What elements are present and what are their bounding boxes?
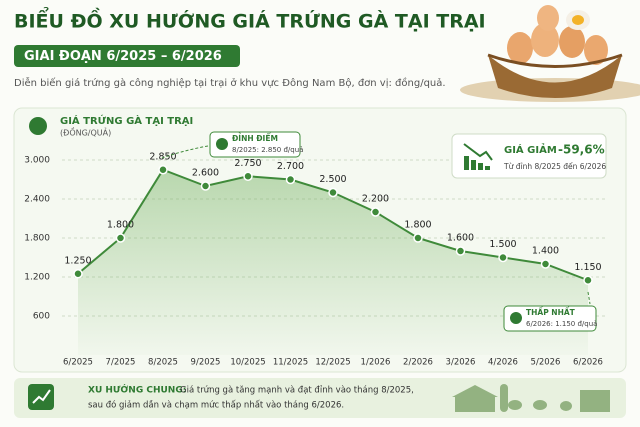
- value-label: 1.250: [64, 255, 91, 266]
- value-label: 1.600: [447, 233, 474, 244]
- peak-note-text: 8/2025: 2.850 đ/quả: [232, 146, 303, 154]
- peak-note-title: ĐỈNH ĐIỂM: [232, 133, 278, 143]
- value-label: 1.500: [489, 239, 516, 250]
- value-label: 2.500: [319, 174, 346, 185]
- x-tick-label: 4/2026: [488, 358, 518, 368]
- low-note-text: 6/2026: 1.150 đ/quả: [526, 320, 597, 328]
- trend-title: XU HƯỚNG CHUNG:: [88, 384, 186, 396]
- value-label: 1.800: [404, 220, 431, 231]
- value-label: 2.200: [362, 194, 389, 205]
- y-tick-label: 600: [33, 312, 50, 322]
- low-note-box: [503, 305, 597, 332]
- value-label: 2.850: [149, 151, 176, 162]
- y-axis-label: (ĐỒNG/QUẢ): [60, 126, 111, 138]
- x-tick-label: 7/2025: [106, 358, 136, 368]
- chart-icon: [29, 117, 47, 135]
- peak-note-box: [209, 131, 301, 158]
- x-tick-label: 6/2025: [63, 358, 93, 368]
- trend-icon: [28, 384, 54, 410]
- point: [285, 174, 296, 185]
- x-tick-label: 11/2025: [273, 358, 308, 368]
- point: [498, 252, 508, 263]
- x-tick-label: 9/2025: [191, 358, 221, 368]
- trend-text: sau đó giảm dần và chạm mức thấp nhất và…: [88, 400, 344, 411]
- point: [200, 181, 211, 191]
- low-arrow: [587, 291, 591, 305]
- trend-icon-line: [32, 389, 51, 404]
- y-tick-label: 1.200: [24, 273, 50, 283]
- trend-box: [14, 378, 626, 418]
- x-tick-label: 3/2026: [446, 358, 476, 368]
- plot: 600 1.200 1.800 2.400 3.000 6/2025 7/2025 8/202…: [24, 151, 606, 368]
- low-icon: [510, 312, 522, 324]
- x-tick-label: 10/2025: [230, 358, 265, 368]
- egg-basket: [460, 5, 640, 102]
- peak-icon: [216, 138, 228, 150]
- x-tick-label: 8/2025: [148, 358, 178, 368]
- point: [115, 233, 126, 243]
- y-tick-label: 2.400: [24, 195, 50, 205]
- point: [328, 187, 338, 198]
- down-chart-icon: [463, 143, 493, 170]
- point: [73, 269, 83, 279]
- x-tick-label: 1/2026: [361, 358, 391, 368]
- farm-silhouette: [452, 384, 610, 412]
- subtitle-banner: [14, 45, 240, 67]
- change-note-box: [451, 133, 607, 179]
- value-label: 2.600: [192, 168, 219, 179]
- point: [455, 246, 466, 256]
- point: [158, 165, 168, 175]
- value-label: 2.700: [277, 161, 304, 172]
- x-tick-label: 2/2026: [403, 358, 433, 368]
- description: Diễn biến giá trứng gà công nghiệp tại t…: [14, 76, 446, 89]
- x-tick-label: 12/2025: [315, 358, 350, 368]
- change-label: GIÁ GIẢM: [504, 142, 557, 156]
- y-tick-label: 3.000: [24, 156, 50, 166]
- point: [583, 275, 593, 285]
- trend-text: Giá trứng gà tăng mạnh và đạt đỉnh vào t…: [180, 385, 414, 396]
- chart-title: GIÁ TRỨNG GÀ TẠI TRẠI: [60, 114, 193, 127]
- y-tick-label: 1.800: [24, 234, 50, 244]
- value-label: 2.750: [234, 158, 261, 169]
- value-label: 1.800: [107, 220, 134, 231]
- value-label: 1.150: [574, 262, 601, 273]
- change-value: -59,6%: [558, 143, 605, 157]
- low-note-title: THẤP NHẤT: [526, 307, 576, 317]
- value-label: 1.400: [532, 246, 559, 257]
- title: BIỂU ĐỒ XU HƯỚNG GIÁ TRỨNG GÀ TẠI TRẠI: [14, 7, 486, 33]
- point: [540, 259, 551, 269]
- area: [78, 169, 588, 355]
- x-tick-label: 5/2026: [531, 358, 561, 368]
- point: [413, 233, 423, 243]
- point: [370, 207, 381, 217]
- change-text: Từ đỉnh 8/2025 đến 6/2026: [503, 162, 606, 171]
- x-tick-label: 6/2026: [573, 358, 603, 368]
- subtitle: GIAI ĐOẠN 6/2025 – 6/2026: [24, 49, 222, 64]
- point: [243, 171, 253, 181]
